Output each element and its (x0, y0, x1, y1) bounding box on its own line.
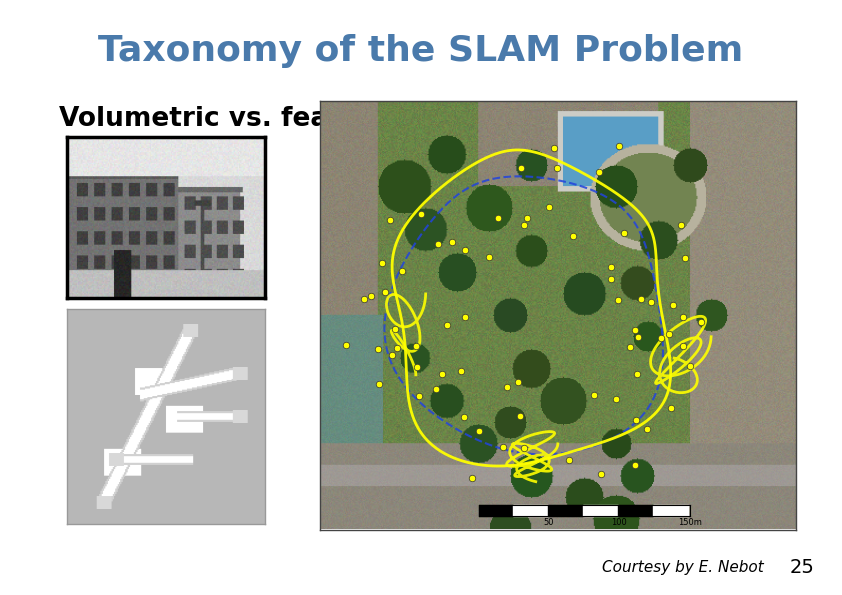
Point (623, 342, 637, 351)
Point (357, 294, 370, 303)
Point (588, 390, 601, 400)
Text: 25: 25 (790, 558, 815, 577)
Point (628, 325, 642, 335)
Point (694, 318, 707, 327)
Point (663, 330, 676, 339)
Point (520, 213, 534, 223)
Point (372, 379, 386, 389)
Point (376, 258, 389, 268)
Point (613, 141, 626, 151)
Point (654, 333, 668, 342)
Point (684, 362, 697, 371)
Point (628, 461, 642, 470)
Point (644, 298, 658, 307)
Point (604, 274, 617, 284)
Point (457, 413, 471, 422)
Point (630, 415, 643, 424)
Point (496, 442, 509, 452)
Point (605, 262, 618, 272)
Point (410, 362, 424, 372)
Point (517, 220, 530, 230)
Point (472, 426, 486, 436)
Point (383, 215, 397, 224)
Point (609, 394, 622, 403)
Point (390, 343, 403, 353)
Point (517, 443, 530, 453)
Point (435, 369, 449, 379)
Text: 50: 50 (543, 518, 553, 527)
Point (410, 341, 424, 350)
Point (631, 369, 644, 378)
Point (611, 296, 625, 305)
Point (395, 267, 408, 276)
Text: Volumetric vs. feature-based SLAM: Volumetric vs. feature-based SLAM (59, 106, 582, 132)
Point (562, 455, 576, 464)
Text: Taxonomy of the SLAM Problem: Taxonomy of the SLAM Problem (99, 33, 743, 68)
Text: Courtesy by E. Nebot: Courtesy by E. Nebot (602, 559, 764, 575)
Point (458, 312, 472, 322)
Point (666, 300, 679, 309)
Point (676, 312, 690, 322)
Point (514, 411, 527, 421)
Point (674, 221, 688, 230)
Point (566, 231, 579, 241)
Point (412, 392, 425, 401)
Point (679, 253, 692, 263)
Point (386, 350, 399, 359)
Point (664, 403, 678, 413)
Point (632, 333, 645, 342)
Point (641, 424, 654, 433)
Point (594, 469, 608, 479)
Point (454, 367, 467, 376)
Point (364, 291, 377, 300)
Point (440, 320, 454, 329)
Point (389, 324, 402, 333)
Point (617, 228, 631, 238)
Point (379, 287, 392, 296)
Point (431, 240, 445, 249)
Text: 100: 100 (611, 518, 627, 527)
Point (414, 209, 428, 219)
Point (466, 473, 479, 483)
Point (634, 295, 647, 304)
Point (445, 237, 459, 247)
Text: 150m: 150m (678, 518, 702, 527)
Point (459, 245, 472, 255)
Point (500, 382, 514, 392)
Point (491, 214, 504, 223)
Point (511, 377, 525, 387)
Point (547, 143, 561, 153)
Point (514, 163, 528, 173)
Point (677, 341, 690, 350)
Point (482, 252, 496, 262)
Point (429, 384, 443, 394)
Point (371, 345, 385, 354)
Point (338, 340, 352, 350)
Point (542, 202, 556, 211)
Point (592, 167, 605, 177)
Point (551, 164, 564, 173)
